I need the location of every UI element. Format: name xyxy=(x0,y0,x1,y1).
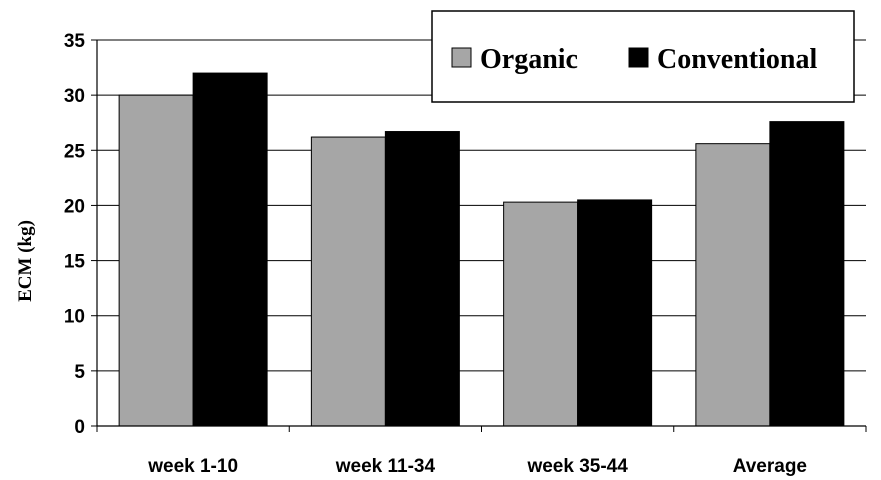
y-tick-label: 35 xyxy=(64,31,86,52)
legend-label-conventional: Conventional xyxy=(657,44,817,75)
y-tick-labels: 0 5 10 15 20 25 30 35 xyxy=(64,31,86,438)
bars xyxy=(118,72,845,427)
bar-organic-2 xyxy=(310,136,386,427)
y-tick-label: 30 xyxy=(64,86,85,107)
bar-organic-4 xyxy=(695,143,771,427)
x-tick-label: Average xyxy=(733,456,807,477)
bar-conventional-2 xyxy=(384,131,460,427)
legend-swatch-conventional xyxy=(628,47,649,68)
y-tick-label: 0 xyxy=(74,417,85,438)
bar-conventional-1 xyxy=(192,72,268,427)
y-axis-label: ECM (kg) xyxy=(15,220,36,302)
y-tick-label: 5 xyxy=(74,362,85,383)
x-tick-label: week 11-34 xyxy=(335,456,436,477)
y-tick-label: 20 xyxy=(64,196,85,217)
legend: Organic Conventional xyxy=(431,10,855,103)
x-tick-label: week 35-44 xyxy=(526,456,628,477)
y-tick-label: 25 xyxy=(64,141,86,162)
y-tick-label: 10 xyxy=(64,307,85,328)
y-tick-label: 15 xyxy=(64,252,86,273)
axes xyxy=(91,39,867,432)
x-tick-label: week 1-10 xyxy=(147,456,238,477)
bar-organic-3 xyxy=(503,201,579,427)
legend-label-organic: Organic xyxy=(480,44,578,75)
bar-organic-1 xyxy=(118,94,194,427)
bar-conventional-4 xyxy=(769,121,845,427)
legend-swatch-organic xyxy=(451,47,472,68)
x-tick-labels: week 1-10 week 11-34 week 35-44 Average xyxy=(147,456,807,477)
bar-conventional-3 xyxy=(577,199,653,427)
